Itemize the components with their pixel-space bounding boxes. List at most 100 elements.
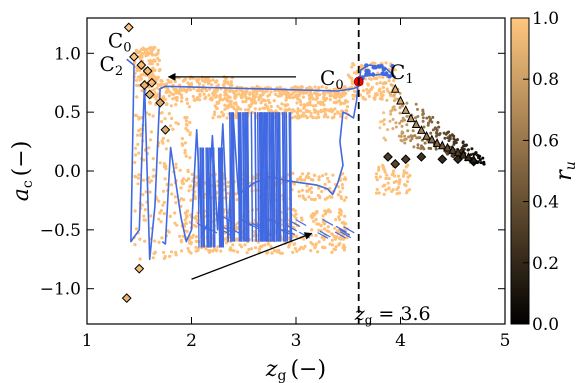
scatter-point xyxy=(338,190,342,194)
scatter-point xyxy=(316,93,320,97)
scatter-point xyxy=(329,195,333,199)
y-tick-label: −0.5 xyxy=(40,221,81,241)
scatter-point xyxy=(153,91,157,95)
gradient-point xyxy=(399,135,403,138)
colorbar-tick-label: 1.0 xyxy=(532,9,559,29)
scatter-point xyxy=(235,225,239,230)
scatter-point xyxy=(235,110,239,114)
scatter-point xyxy=(135,67,139,72)
gradient-point xyxy=(471,152,475,156)
scatter-point xyxy=(170,192,174,196)
scatter-point xyxy=(248,97,252,101)
scatter-point xyxy=(321,100,325,105)
scatter-point xyxy=(148,138,152,142)
scatter-point xyxy=(208,87,212,91)
scatter-point xyxy=(170,116,174,121)
trajectory-segment xyxy=(244,112,248,242)
scatter-point xyxy=(393,96,397,100)
scatter-point xyxy=(334,235,338,239)
scatter-point xyxy=(258,93,262,97)
scatter-point xyxy=(157,83,161,87)
scatter-point xyxy=(194,98,198,102)
gradient-point xyxy=(382,122,386,126)
scatter-point xyxy=(160,139,164,143)
scatter-point xyxy=(195,220,199,224)
scatter-point xyxy=(295,97,299,101)
scatter-point xyxy=(221,98,225,102)
triangle-marker xyxy=(390,83,400,93)
trajectory-segment xyxy=(265,112,269,242)
trajectory-blob xyxy=(379,63,384,69)
scatter-point xyxy=(203,96,207,101)
colorbar-gradient xyxy=(510,17,530,325)
gradient-point xyxy=(447,139,451,143)
trajectory-blob xyxy=(366,71,372,77)
scatter-point xyxy=(166,78,170,82)
scatter-point xyxy=(174,165,178,170)
gradient-point xyxy=(412,145,416,149)
trajectory-blob xyxy=(370,72,376,77)
trajectory-segment xyxy=(221,215,233,223)
scatter-point xyxy=(152,59,156,63)
trajectory-blob xyxy=(389,72,395,78)
gradient-point xyxy=(416,143,420,147)
scatter-point xyxy=(149,50,154,54)
gradient-point xyxy=(405,101,409,105)
colorbar-tick-label: 0.6 xyxy=(532,131,559,151)
scatter-point xyxy=(295,101,299,105)
scatter-point xyxy=(215,106,219,111)
scatter-point xyxy=(310,228,314,232)
point-annotation: C0 xyxy=(320,66,344,93)
scatter-point xyxy=(402,171,406,175)
scatter-point xyxy=(223,103,227,107)
scatter-point xyxy=(378,175,382,179)
scatter-point xyxy=(332,100,336,104)
scatter-point xyxy=(269,109,273,113)
scatter-point xyxy=(249,247,254,251)
scatter-point xyxy=(311,97,315,101)
gradient-point xyxy=(430,120,434,124)
scatter-point xyxy=(393,68,397,72)
scatter-point xyxy=(196,77,201,82)
gradient-point xyxy=(461,141,465,145)
scatter-point xyxy=(339,93,343,97)
scatter-point xyxy=(158,67,162,72)
scatter-point xyxy=(397,191,402,195)
diamond-marker xyxy=(146,77,157,88)
scatter-point xyxy=(320,85,324,89)
scatter-point xyxy=(307,109,311,113)
scatter-point xyxy=(166,229,170,233)
scatter-point xyxy=(311,242,315,246)
trajectory-segment xyxy=(319,230,331,238)
scatter-point xyxy=(311,116,315,120)
gradient-point xyxy=(391,127,395,131)
scatter-point xyxy=(387,187,391,191)
scatter-point xyxy=(226,80,230,84)
scatter-point xyxy=(151,256,155,260)
scatter-point xyxy=(287,243,292,247)
scatter-point xyxy=(148,62,152,66)
scatter-point xyxy=(328,98,332,102)
scatter-point xyxy=(319,108,323,112)
scatter-point xyxy=(210,97,214,101)
scatter-point xyxy=(309,214,313,218)
scatter-point xyxy=(374,191,379,195)
scatter-point xyxy=(149,130,153,134)
gradient-point xyxy=(393,108,397,112)
gradient-point xyxy=(405,123,409,127)
scatter-point xyxy=(377,166,381,170)
scatter-point xyxy=(341,246,345,250)
trajectory-segment xyxy=(261,112,264,242)
scatter-point xyxy=(333,95,337,99)
scatter-point xyxy=(194,183,198,187)
scatter-point xyxy=(170,92,174,96)
trajectory-segment xyxy=(202,147,206,248)
scatter-point xyxy=(314,217,318,222)
trajectory-segment xyxy=(269,217,281,225)
diamond-marker xyxy=(134,263,145,274)
scatter-point xyxy=(306,102,310,106)
scatter-point xyxy=(259,101,263,105)
scatter-point xyxy=(327,180,331,184)
scatter-point xyxy=(272,99,276,103)
colorbar: 0.0 0.2 0.4 0.6 0.8 1.0 ru xyxy=(510,9,577,335)
